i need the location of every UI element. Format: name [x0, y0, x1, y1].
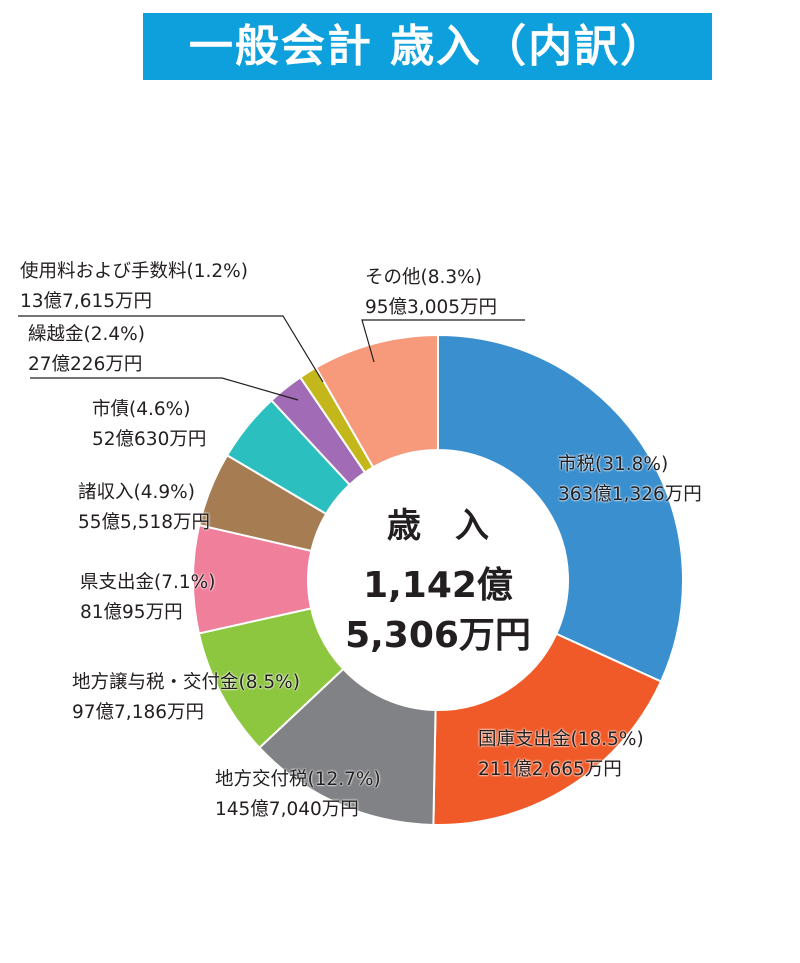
- slice-percent: (18.5%): [570, 729, 644, 750]
- slice-name: その他: [365, 267, 421, 288]
- slice-1: [432, 632, 663, 826]
- slice-percent: (4.6%): [129, 399, 191, 420]
- slice-percent: (1.2%): [186, 261, 248, 282]
- slice-label-9: その他(8.3%) 95億3,005万円: [365, 263, 497, 323]
- slice-label-name: 地方譲与税・交付金(8.5%): [72, 668, 300, 698]
- slice-0: [437, 333, 684, 683]
- slice-label-2: 地方交付税(12.7%) 145億7,040万円: [215, 765, 381, 825]
- slice-amount: 145億7,040万円: [215, 799, 359, 820]
- slice-label-4: 県支出金(7.1%) 81億95万円: [80, 568, 215, 628]
- chart-title: 一般会計 歳入（内訳）: [143, 13, 712, 80]
- slice-label-name: 県支出金(7.1%): [80, 568, 215, 598]
- slice-amount: 211億2,665万円: [478, 759, 622, 780]
- slice-label-name: 諸収入(4.9%): [78, 478, 210, 508]
- slice-name: 地方交付税: [215, 769, 308, 790]
- slice-name: 使用料および手数料: [20, 261, 187, 282]
- slice-percent: (8.3%): [420, 267, 482, 288]
- slice-label-5: 諸収入(4.9%) 55億5,518万円: [78, 478, 210, 538]
- slice-percent: (12.7%): [307, 769, 381, 790]
- slice-percent: (4.9%): [133, 482, 195, 503]
- slice-amount: 27億226万円: [28, 354, 143, 375]
- center-label-man: 5,306万円: [345, 615, 531, 656]
- slice-name: 県支出金: [80, 572, 155, 593]
- slice-amount: 363億1,326万円: [558, 484, 702, 505]
- slice-label-1: 国庫支出金(18.5%) 211億2,665万円: [478, 725, 644, 785]
- center-label-oku: 1,142億: [363, 565, 513, 606]
- slice-label-8: 使用料および手数料(1.2%) 13億7,615万円: [20, 257, 248, 317]
- slice-amount: 52億630万円: [92, 429, 207, 450]
- slice-amount: 55億5,518万円: [78, 512, 211, 533]
- slice-percent: (7.1%): [154, 572, 216, 593]
- leader-line-carryover: [30, 377, 299, 401]
- slice-name: 市税: [558, 454, 596, 475]
- slice-label-name: 市債(4.6%): [92, 395, 206, 425]
- slice-amount: 95億3,005万円: [365, 297, 498, 318]
- slice-name: 諸収入: [78, 482, 134, 503]
- slice-name: 国庫支出金: [478, 729, 571, 750]
- slice-label-name: 国庫支出金(18.5%): [478, 725, 644, 755]
- slice-label-name: 市税(31.8%): [558, 450, 702, 480]
- slice-label-name: 使用料および手数料(1.2%): [20, 257, 248, 287]
- slice-9: [314, 333, 439, 469]
- slice-label-name: 地方交付税(12.7%): [215, 765, 381, 795]
- slice-name: 繰越金: [28, 324, 84, 345]
- slice-percent: (8.5%): [238, 672, 300, 693]
- leader-line-other: [361, 319, 525, 363]
- slice-amount: 13億7,615万円: [20, 291, 153, 312]
- slice-label-name: その他(8.3%): [365, 263, 497, 293]
- slice-amount: 97億7,186万円: [72, 702, 205, 723]
- slice-label-name: 繰越金(2.4%): [28, 320, 145, 350]
- slice-amount: 81億95万円: [80, 602, 183, 623]
- slice-name: 市債: [92, 399, 130, 420]
- slice-label-3: 地方譲与税・交付金(8.5%) 97億7,186万円: [72, 668, 300, 728]
- slice-percent: (31.8%): [595, 454, 669, 475]
- slice-percent: (2.4%): [83, 324, 145, 345]
- slice-label-7: 繰越金(2.4%) 27億226万円: [28, 320, 145, 380]
- slice-label-6: 市債(4.6%) 52億630万円: [92, 395, 206, 455]
- slice-name: 地方譲与税・交付金: [72, 672, 239, 693]
- slice-label-0: 市税(31.8%) 363億1,326万円: [558, 450, 702, 510]
- leader-line-fees: [18, 315, 324, 383]
- center-label-title: 歳 入: [387, 506, 489, 546]
